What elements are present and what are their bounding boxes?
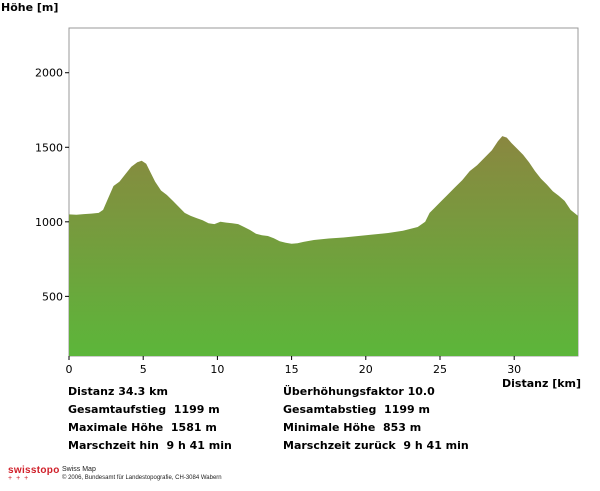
elevation-area <box>69 136 578 356</box>
y-tick-label: 2000 <box>35 67 63 80</box>
x-tick-label: 5 <box>140 363 147 376</box>
copyright-text: © 2006, Bundesamt für Landestopografie, … <box>62 475 222 481</box>
info-gesamtaufstieg: Gesamtaufstieg 1199 m <box>68 403 220 416</box>
info-distanz: Distanz 34.3 km <box>68 385 168 398</box>
swisstopo-logo: swisstopo <box>8 465 60 476</box>
info-marschzeit-hin: Marschzeit hin 9 h 41 min <box>68 439 232 452</box>
x-tick-label: 15 <box>285 363 299 376</box>
x-tick-label: 25 <box>433 363 447 376</box>
product-name: Swiss Map <box>62 466 96 473</box>
y-axis-label: Höhe [m] <box>1 1 58 14</box>
info-maximale-hoehe: Maximale Höhe 1581 m <box>68 421 217 434</box>
logo-crosses-icon: +++ <box>8 475 33 482</box>
info-marschzeit-zurueck: Marschzeit zurück 9 h 41 min <box>283 439 469 452</box>
y-tick-label: 500 <box>42 290 63 303</box>
x-tick-label: 20 <box>359 363 373 376</box>
info-ueberhoehungsfaktor: Überhöhungsfaktor 10.0 <box>283 385 435 398</box>
y-tick-label: 1000 <box>35 216 63 229</box>
info-minimale-hoehe: Minimale Höhe 853 m <box>283 421 422 434</box>
elevation-profile-chart: Höhe [m] 500 1000 1500 2000 0 5 10 15 20 25 30 Di… <box>1 1 581 390</box>
x-axis-label: Distanz [km] <box>502 377 581 390</box>
y-tick-label: 1500 <box>35 141 63 154</box>
x-tick-label: 10 <box>210 363 224 376</box>
x-tick-label: 30 <box>507 363 521 376</box>
x-tick-label: 0 <box>66 363 73 376</box>
info-gesamtabstieg: Gesamtabstieg 1199 m <box>283 403 430 416</box>
swisstopo-footer: swisstopo +++ Swiss Map © 2006, Bundesam… <box>8 465 222 482</box>
